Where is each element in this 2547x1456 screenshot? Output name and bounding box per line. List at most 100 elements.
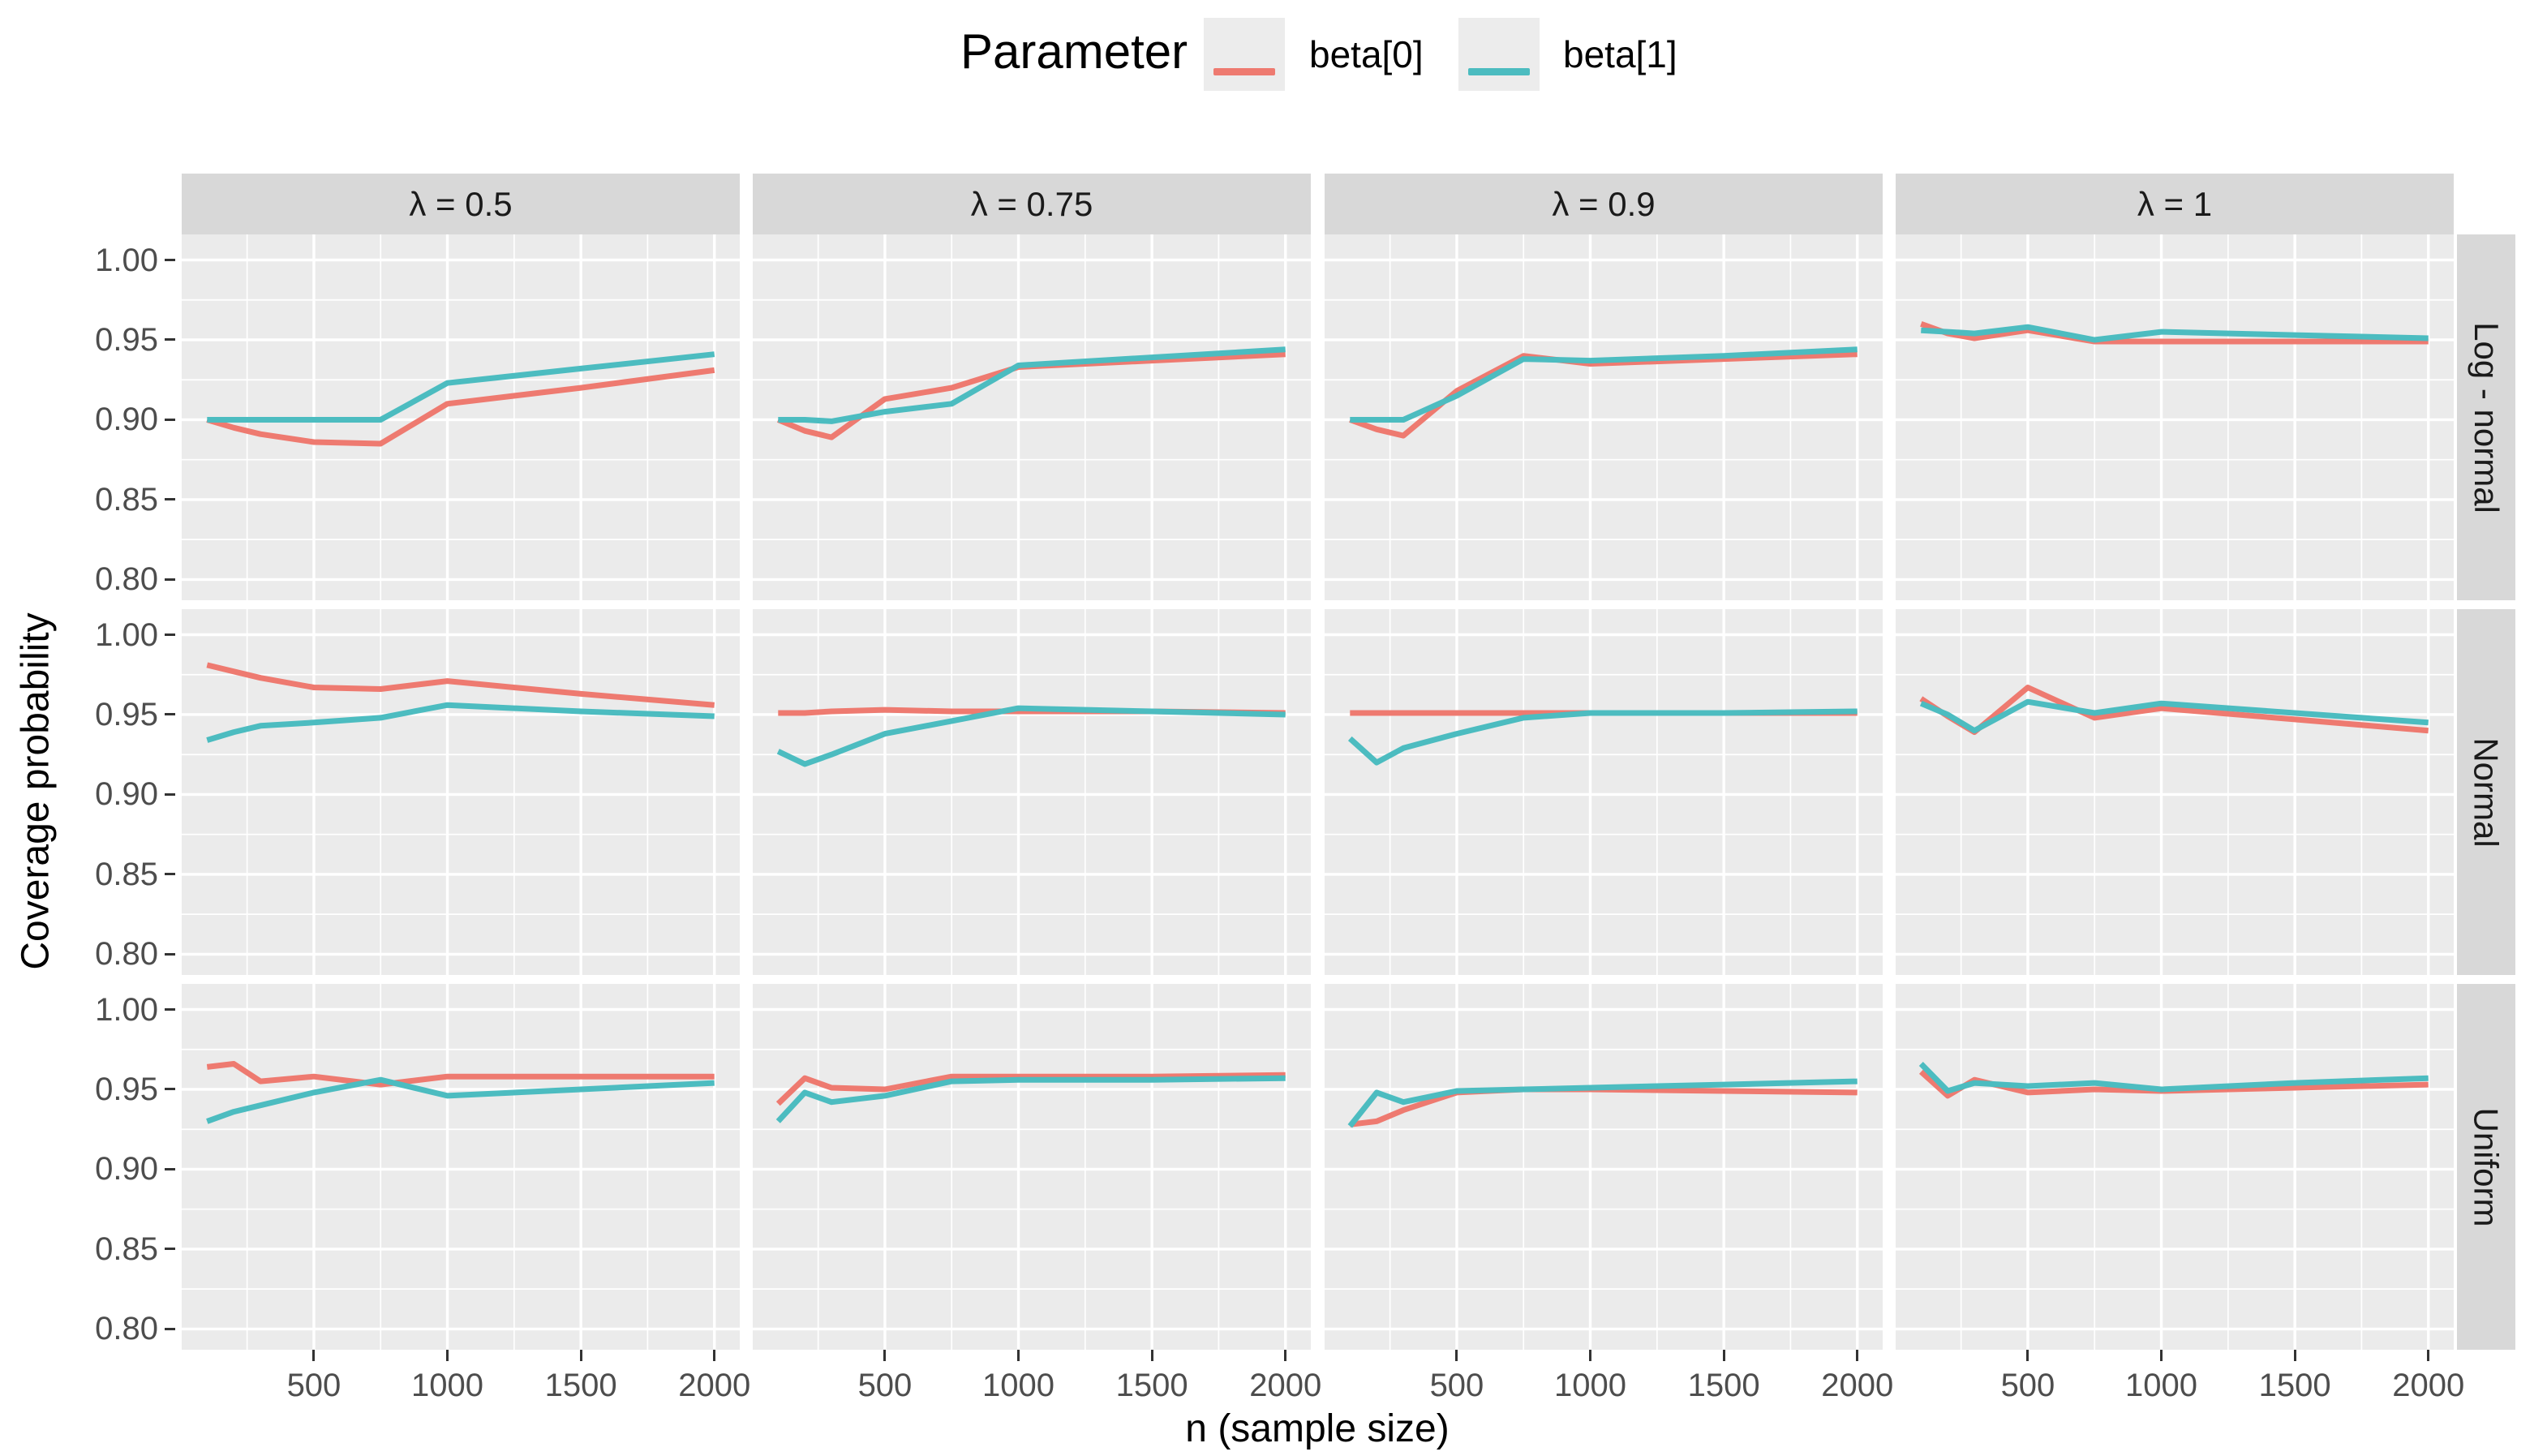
y-tick-label: 0.90 — [95, 776, 158, 813]
panel-svg — [753, 609, 1311, 975]
series-line-beta1 — [206, 1076, 715, 1124]
facet-strip-row-label: Log - normal — [2468, 321, 2506, 513]
panel-svg — [1325, 984, 1883, 1350]
panel-svg — [182, 984, 740, 1350]
facet-strip-row-1: Normal — [2457, 609, 2515, 975]
x-tick-label: 1000 — [2125, 1368, 2198, 1403]
panel-svg — [182, 234, 740, 600]
series-line-beta0 — [1349, 351, 1858, 439]
y-tick-mark — [165, 1327, 175, 1330]
x-tick-mark — [713, 1350, 716, 1361]
x-tick-label: 1000 — [982, 1368, 1055, 1403]
facet-strip-row-0: Log - normal — [2457, 234, 2515, 600]
y-tick-mark — [165, 1248, 175, 1251]
x-tick-mark — [1284, 1350, 1287, 1361]
series-line-beta1 — [1350, 346, 1858, 423]
x-tick-label: 500 — [2000, 1368, 2055, 1403]
beta1-line-swatch-icon — [1468, 68, 1530, 75]
y-tick-mark — [165, 578, 175, 581]
x-tick-mark — [1017, 1350, 1020, 1361]
series-line-beta1 — [775, 1075, 1286, 1123]
panel-svg — [1896, 984, 2454, 1350]
x-tick-mark — [2160, 1350, 2163, 1361]
facet-strip-row-2: Uniform — [2457, 984, 2515, 1350]
x-tick-label: 500 — [286, 1368, 341, 1403]
y-tick-label: 0.90 — [95, 402, 158, 438]
y-tick-label: 0.95 — [95, 321, 158, 358]
y-tick-mark — [165, 1008, 175, 1011]
y-tick-mark — [165, 1088, 175, 1091]
y-tick-label: 0.90 — [95, 1151, 158, 1188]
y-tick-label: 0.95 — [95, 696, 158, 732]
y-tick-mark — [165, 792, 175, 796]
series-line-beta1 — [206, 702, 715, 743]
panel-svg — [182, 609, 740, 975]
panel-Log - normal-c2 — [1325, 234, 1883, 600]
x-tick-label: 2000 — [678, 1368, 751, 1403]
x-tick-label: 500 — [857, 1368, 913, 1403]
panel-svg — [1325, 234, 1883, 600]
y-tick-label: 0.80 — [95, 561, 158, 598]
series-line-beta1 — [776, 705, 1286, 767]
panel-Log - normal-c0 — [182, 234, 740, 600]
x-tick-label: 2000 — [2392, 1368, 2465, 1403]
x-tick-mark — [2026, 1350, 2029, 1361]
y-tick-mark — [165, 498, 175, 501]
panel-Uniform-c3 — [1896, 984, 2454, 1350]
series-line-beta0 — [206, 662, 715, 708]
panel-Normal-c0 — [182, 609, 740, 975]
x-tick-mark — [1455, 1350, 1458, 1361]
series-line-beta1 — [1918, 1062, 2429, 1094]
y-tick-mark — [165, 259, 175, 261]
y-tick-label: 0.95 — [95, 1071, 158, 1107]
legend-title: Parameter — [960, 24, 1188, 79]
x-tick-label: 1500 — [1687, 1368, 1760, 1403]
series-line-beta1 — [207, 351, 715, 423]
y-tick-mark — [165, 713, 175, 716]
panel-svg — [753, 234, 1311, 600]
y-tick-mark — [165, 338, 175, 341]
y-tick-mark — [165, 1167, 175, 1170]
x-tick-mark — [2293, 1350, 2296, 1361]
facet-strip-col-2: λ = 0.9 — [1325, 174, 1883, 234]
x-tick-label: 2000 — [1249, 1368, 1322, 1403]
y-tick-mark — [165, 418, 175, 421]
series-line-beta1 — [778, 346, 1286, 424]
series-line-beta0 — [206, 367, 715, 447]
x-tick-label: 2000 — [1821, 1368, 1894, 1403]
beta0-line-swatch-icon — [1213, 68, 1275, 75]
x-tick-mark — [446, 1350, 449, 1361]
panel-Log - normal-c3 — [1896, 234, 2454, 600]
legend-label-beta1: beta[1] — [1563, 33, 1677, 75]
series-line-beta0 — [1919, 685, 2429, 736]
panel-Uniform-c1 — [753, 984, 1311, 1350]
legend-key-beta1 — [1458, 18, 1540, 91]
x-tick-mark — [579, 1350, 582, 1361]
legend-key-beta0 — [1204, 18, 1285, 91]
panel-svg — [1896, 234, 2454, 600]
facet-strip-col-1: λ = 0.75 — [753, 174, 1311, 234]
panel-Normal-c1 — [753, 609, 1311, 975]
y-tick-label: 0.80 — [95, 1311, 158, 1347]
legend-label-beta0: beta[0] — [1309, 33, 1424, 75]
y-tick-label: 0.85 — [95, 481, 158, 518]
series-line-beta0 — [206, 1061, 715, 1088]
facet-strip-row-label: Uniform — [2468, 1106, 2506, 1227]
y-tick-label: 1.00 — [95, 616, 158, 653]
x-tick-label: 1500 — [1115, 1368, 1188, 1403]
series-line-beta1 — [1919, 698, 2429, 734]
facet-strip-col-3: λ = 1 — [1896, 174, 2454, 234]
panel-Normal-c3 — [1896, 609, 2454, 975]
series-line-beta0 — [775, 1072, 1286, 1106]
panel-Normal-c2 — [1325, 609, 1883, 975]
y-tick-label: 1.00 — [95, 242, 158, 278]
x-tick-mark — [1722, 1350, 1725, 1361]
series-line-beta1 — [1347, 708, 1858, 766]
x-tick-label: 1500 — [544, 1368, 617, 1403]
series-line-beta0 — [1918, 1069, 2429, 1099]
series-line-beta1 — [1921, 324, 2429, 343]
panel-svg — [753, 984, 1311, 1350]
panel-Log - normal-c1 — [753, 234, 1311, 600]
x-tick-label: 1000 — [1554, 1368, 1627, 1403]
